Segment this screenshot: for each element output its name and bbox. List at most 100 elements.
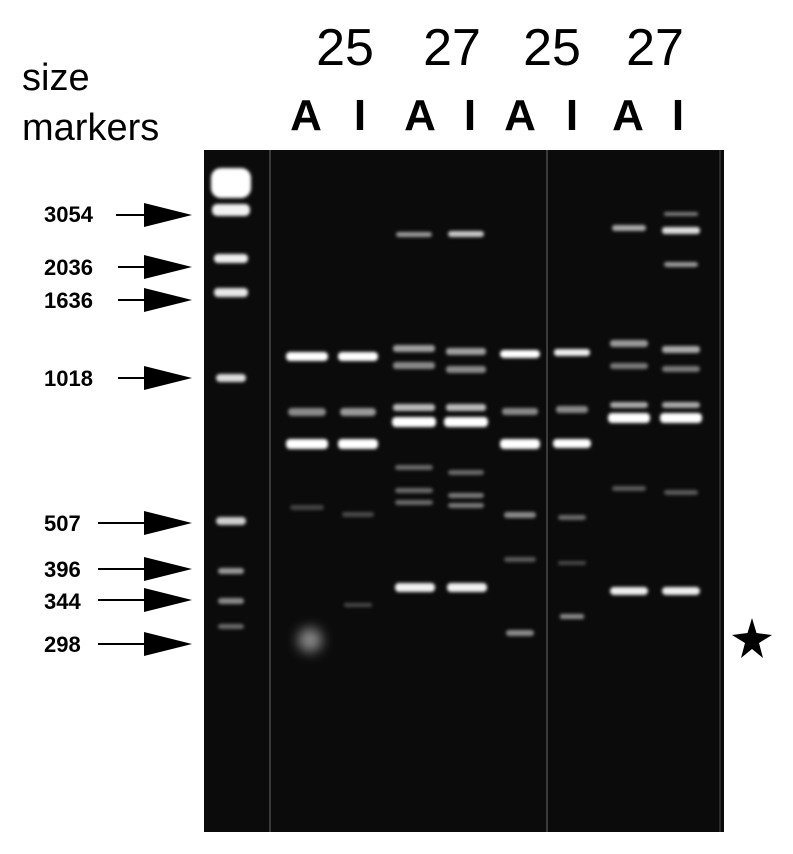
marker-arrow-2036 bbox=[118, 255, 192, 279]
band bbox=[506, 630, 534, 636]
band bbox=[500, 350, 540, 358]
band bbox=[504, 512, 536, 518]
marker-arrow-507 bbox=[98, 511, 192, 535]
band bbox=[502, 408, 538, 415]
star-icon bbox=[732, 618, 772, 658]
band bbox=[662, 227, 700, 234]
group-label-3: 25 bbox=[523, 19, 581, 77]
band bbox=[660, 413, 702, 423]
band bbox=[500, 439, 540, 449]
ladder-band bbox=[218, 624, 244, 629]
ladder-band bbox=[212, 204, 250, 216]
band bbox=[610, 340, 648, 347]
title-markers: markers bbox=[22, 107, 160, 149]
marker-arrow-344 bbox=[98, 588, 192, 612]
band bbox=[342, 512, 374, 517]
sample-lane-3 bbox=[392, 232, 436, 592]
lane-label-2: I bbox=[353, 91, 367, 140]
band bbox=[560, 614, 584, 619]
band bbox=[393, 345, 435, 352]
band bbox=[288, 408, 326, 416]
band bbox=[338, 352, 378, 361]
band bbox=[664, 262, 698, 267]
band bbox=[664, 490, 698, 495]
band bbox=[344, 603, 372, 607]
band bbox=[612, 486, 646, 491]
band bbox=[556, 406, 588, 413]
group-label-2: 27 bbox=[423, 19, 481, 77]
band bbox=[662, 346, 700, 353]
band bbox=[286, 439, 328, 449]
band bbox=[395, 488, 433, 493]
band bbox=[662, 402, 700, 408]
marker-label-1018: 1018 bbox=[44, 366, 93, 391]
band bbox=[446, 366, 486, 373]
lane-label-1: A bbox=[290, 91, 322, 140]
ladder-band bbox=[211, 168, 251, 198]
lane-label-5: A bbox=[504, 91, 536, 140]
sample-lane-6 bbox=[553, 349, 591, 619]
band bbox=[448, 493, 484, 498]
band bbox=[393, 362, 435, 369]
sample-lane-1 bbox=[286, 352, 328, 652]
band bbox=[395, 500, 433, 505]
band bbox=[395, 583, 435, 592]
band bbox=[558, 561, 586, 565]
gel-background bbox=[204, 150, 724, 832]
band bbox=[612, 225, 646, 231]
band bbox=[448, 231, 484, 237]
band bbox=[448, 503, 484, 508]
band bbox=[298, 628, 322, 652]
band bbox=[662, 587, 700, 595]
band bbox=[392, 417, 436, 427]
ladder-band bbox=[218, 598, 244, 604]
marker-label-2036: 2036 bbox=[44, 255, 93, 280]
lane-label-8: I bbox=[671, 91, 685, 140]
band bbox=[393, 404, 435, 411]
marker-arrow-1636 bbox=[118, 288, 192, 312]
sample-lane-2 bbox=[338, 352, 378, 607]
band bbox=[396, 232, 432, 237]
band bbox=[448, 470, 484, 475]
band bbox=[286, 352, 328, 361]
marker-arrow-396 bbox=[98, 557, 192, 581]
band bbox=[395, 465, 433, 470]
band bbox=[340, 408, 376, 416]
band bbox=[608, 413, 650, 423]
ladder-lane bbox=[211, 168, 251, 629]
ladder-band bbox=[216, 517, 246, 525]
ladder-band bbox=[216, 374, 246, 382]
sample-lane-7 bbox=[608, 225, 650, 595]
band bbox=[610, 363, 648, 369]
band bbox=[446, 404, 486, 411]
lane-label-4: I bbox=[463, 91, 477, 140]
sample-lane-4 bbox=[444, 231, 488, 592]
marker-label-344: 344 bbox=[44, 589, 81, 614]
marker-label-3054: 3054 bbox=[44, 202, 93, 227]
band bbox=[664, 212, 698, 216]
marker-label-1636: 1636 bbox=[44, 288, 93, 313]
marker-arrows bbox=[98, 203, 192, 656]
ladder-band bbox=[214, 288, 248, 297]
group-label-1: 25 bbox=[316, 19, 374, 77]
band bbox=[610, 587, 648, 595]
band bbox=[610, 402, 648, 408]
lane-label-7: A bbox=[612, 91, 644, 140]
lane-label-6: I bbox=[565, 91, 579, 140]
ladder-band bbox=[218, 568, 244, 574]
band bbox=[290, 505, 324, 510]
ladder-band bbox=[214, 254, 248, 263]
group-label-4: 27 bbox=[626, 19, 684, 77]
sample-lane-8 bbox=[660, 212, 702, 595]
band bbox=[553, 439, 591, 448]
band bbox=[444, 417, 488, 427]
band bbox=[504, 557, 536, 562]
marker-arrow-1018 bbox=[118, 366, 192, 390]
band bbox=[662, 366, 700, 372]
sample-lane-5 bbox=[500, 350, 540, 636]
band bbox=[338, 439, 378, 449]
lane-label-3: A bbox=[404, 91, 436, 140]
band bbox=[446, 348, 486, 355]
